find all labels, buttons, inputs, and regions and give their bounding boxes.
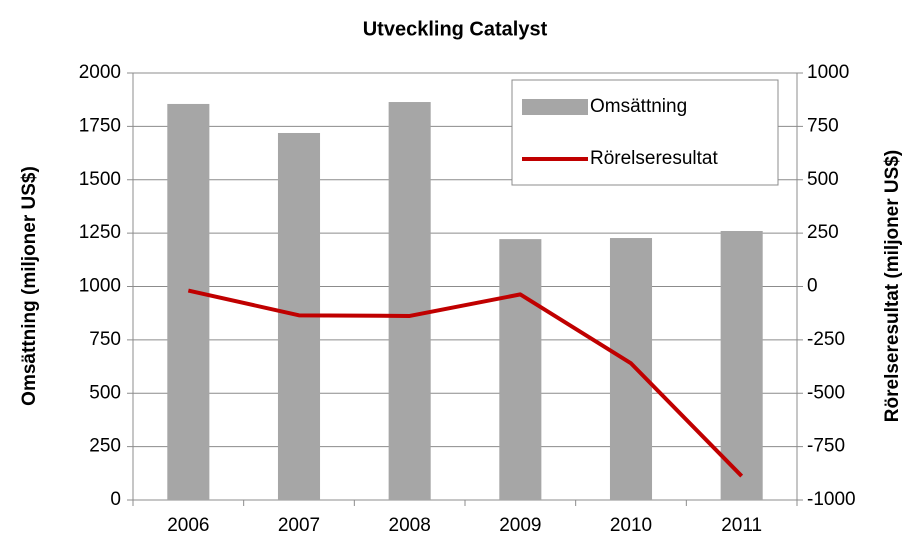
bar bbox=[720, 230, 763, 501]
bar bbox=[499, 239, 542, 500]
chart-title: Utveckling Catalyst bbox=[363, 18, 548, 40]
y-axis-title: Omsättning (miljoner US$) bbox=[19, 166, 40, 406]
y-tick-label: 2000 bbox=[79, 62, 121, 83]
legend-box bbox=[511, 79, 779, 186]
y2-tick-label: 0 bbox=[807, 276, 818, 297]
y-tick-label: 0 bbox=[110, 489, 121, 510]
y2-tick-label: -1000 bbox=[807, 489, 856, 510]
y-tick-label: 250 bbox=[89, 436, 121, 457]
y2-tick-label: -750 bbox=[807, 436, 845, 457]
y-tick-label: 500 bbox=[89, 382, 121, 403]
legend-swatch bbox=[522, 99, 588, 115]
bar bbox=[609, 238, 653, 500]
x-tick-label: 2009 bbox=[499, 515, 541, 536]
y2-tick-label: -500 bbox=[807, 382, 845, 403]
x-tick-label: 2008 bbox=[389, 515, 431, 536]
x-tick-label: 2006 bbox=[167, 515, 209, 536]
bar bbox=[388, 102, 431, 500]
legend-label: Omsättning bbox=[590, 96, 687, 117]
y-tick-label: 1500 bbox=[79, 169, 121, 190]
legend-label: Rörelseresultat bbox=[590, 148, 718, 169]
y-tick-label: 1000 bbox=[79, 276, 121, 297]
x-tick-label: 2010 bbox=[610, 515, 652, 536]
y2-tick-label: 250 bbox=[807, 222, 839, 243]
y-tick-label: 1250 bbox=[79, 222, 121, 243]
y2-axis-title: Rörelseresultat (miljoner US$) bbox=[882, 150, 903, 422]
y2-tick-label: 500 bbox=[807, 169, 839, 190]
y-tick-label: 750 bbox=[89, 329, 121, 350]
x-tick-label: 2011 bbox=[721, 515, 762, 536]
y2-tick-label: 1000 bbox=[807, 62, 849, 83]
y-tick-label: 1750 bbox=[79, 115, 121, 136]
y2-tick-label: 750 bbox=[807, 115, 839, 136]
x-tick-label: 2007 bbox=[278, 515, 320, 536]
bar bbox=[167, 103, 210, 501]
line bbox=[187, 288, 744, 478]
y2-tick-label: -250 bbox=[807, 329, 845, 350]
